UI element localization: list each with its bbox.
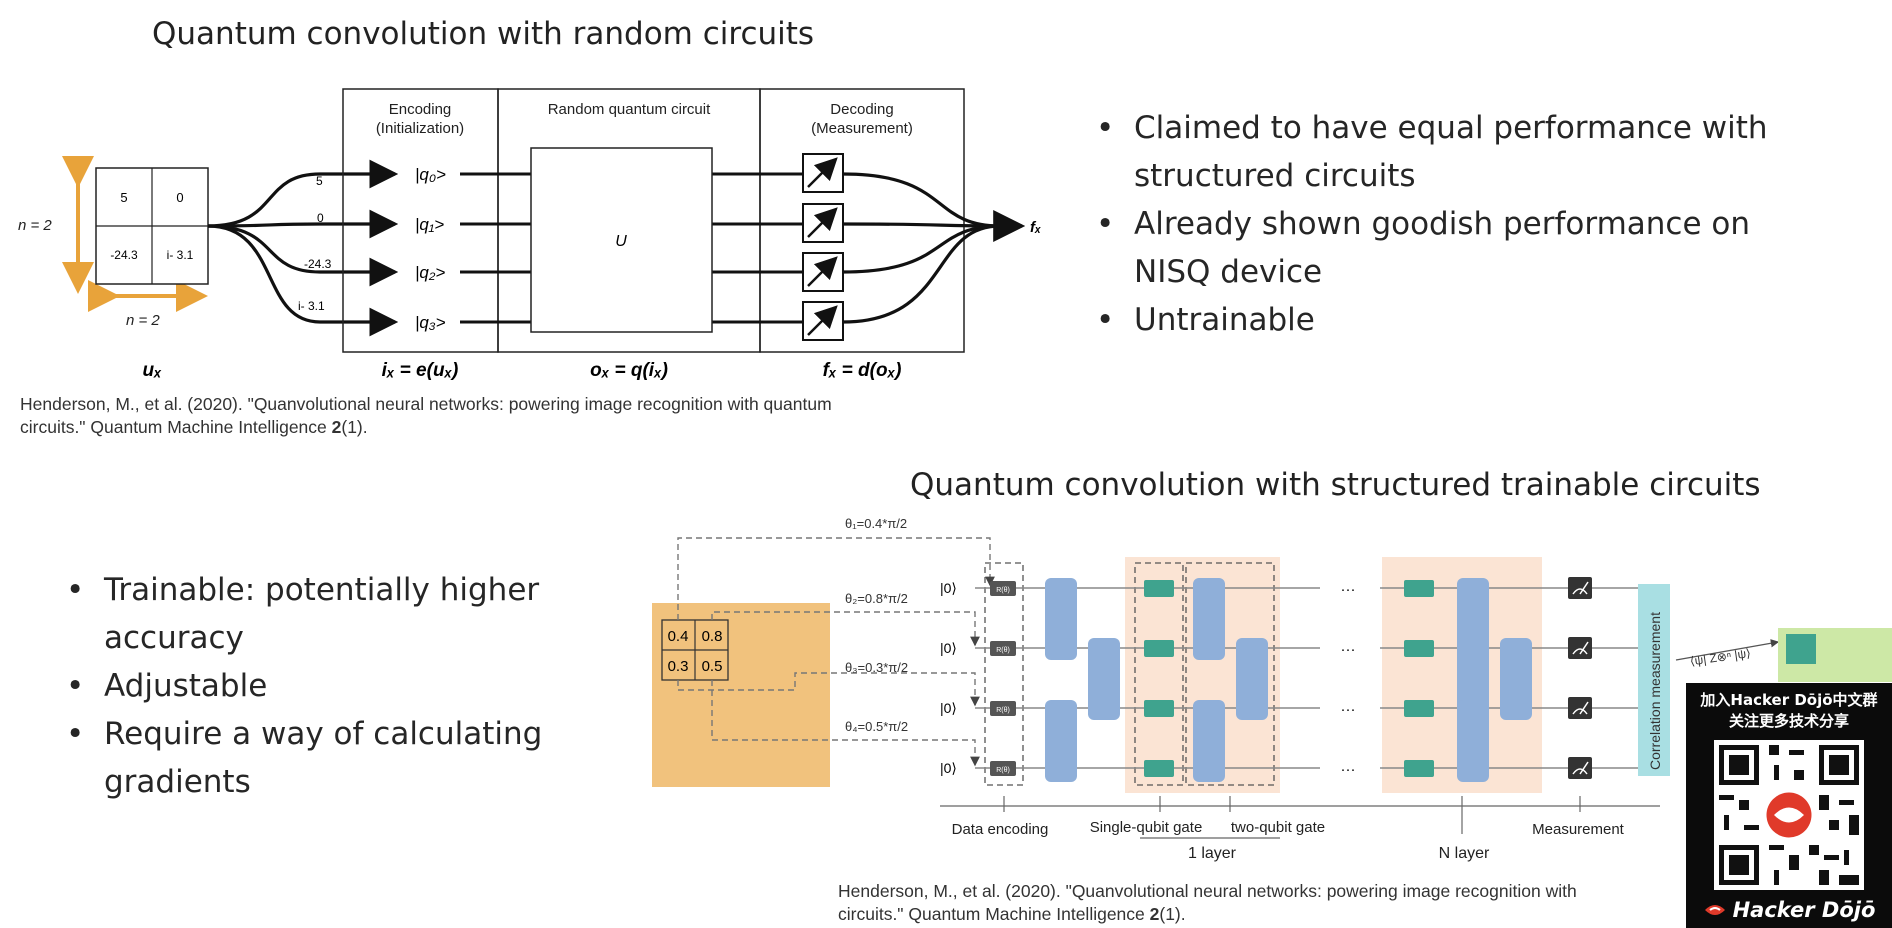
theta-label: θ₃=0.3*π/2 — [845, 660, 908, 675]
axis-label: Measurement — [1532, 821, 1625, 838]
patch-cell: i- 3.1 — [167, 248, 194, 262]
output-label: fₓ — [1030, 219, 1041, 236]
ellipsis: ··· — [1341, 701, 1356, 718]
wire-value: i- 3.1 — [298, 299, 325, 313]
qubit-label: |q₂> — [415, 263, 445, 282]
measurement-gates — [1568, 577, 1592, 779]
patch-value: 0.8 — [702, 628, 723, 645]
top-bullets: Claimed to have equal performance with s… — [1090, 104, 1810, 344]
unitary-label: U — [615, 233, 627, 250]
reference-line-1: Henderson, M., et al. (2020). "Quanvolut… — [838, 881, 1577, 901]
theta-label: θ₄=0.5*π/2 — [845, 719, 908, 734]
bullet-item: Trainable: potentially higher accuracy — [60, 566, 620, 662]
decoding-subheading: (Measurement) — [811, 120, 913, 137]
formula-u: uₓ — [142, 360, 162, 381]
bottom-title: Quantum convolution with structured trai… — [910, 467, 1761, 503]
single-qubit-gates — [1144, 580, 1434, 777]
ket-label: |0⟩ — [940, 700, 957, 716]
qubit-label: |q₁> — [415, 215, 444, 234]
svg-text:R(θ): R(θ) — [996, 767, 1010, 774]
reference-line-1: Henderson, M., et al. (2020). "Quanvolut… — [20, 394, 832, 414]
encoding-heading: Encoding — [389, 101, 452, 118]
wechat-qr-overlay[interactable]: 加入Hacker Dōjō中文群 关注更多技术分享 Hacker Dōjō — [1686, 683, 1892, 928]
axis-label: Data encoding — [952, 821, 1049, 838]
circuit-heading: Random quantum circuit — [548, 101, 711, 118]
output-feature — [1786, 634, 1816, 664]
svg-text:R(θ): R(θ) — [996, 647, 1010, 654]
patch-value: 0.3 — [668, 658, 689, 675]
theta-label: θ₁=0.4*π/2 — [845, 516, 907, 531]
axis-label: Single-qubit gate — [1090, 819, 1203, 836]
data-encoding-group — [984, 562, 1024, 786]
encoding-gates — [990, 581, 1016, 776]
patch-value: 0.5 — [702, 658, 723, 675]
overlay-line-1: 加入Hacker Dōjō中文群 — [1700, 691, 1878, 709]
formula-i: iₓ = e(uₓ) — [382, 360, 459, 381]
bullet-item: Already shown goodish performance on NIS… — [1090, 200, 1810, 296]
qubit-label: |q₃> — [415, 313, 446, 332]
patch-cell: 5 — [120, 190, 127, 205]
bottom-bullets: Trainable: potentially higher accuracy A… — [60, 566, 620, 806]
ket-label: |0⟩ — [940, 640, 957, 656]
unitary-box — [530, 147, 713, 333]
bullet-item: Claimed to have equal performance with s… — [1090, 104, 1810, 200]
bullet-item: Require a way of calculating gradients — [60, 710, 620, 806]
qubit-label: |q₀> — [415, 165, 446, 184]
ellipsis: ··· — [1341, 641, 1356, 658]
formula-f: fₓ = d(oₓ) — [823, 360, 902, 381]
measurement-meters — [802, 153, 844, 341]
theta-label: θ₂=0.8*π/2 — [845, 591, 908, 606]
decoding-heading: Decoding — [830, 101, 893, 118]
svg-text:R(θ): R(θ) — [996, 587, 1010, 594]
two-qubit-gate-group — [1185, 562, 1275, 786]
wire-value: 5 — [316, 174, 323, 188]
formula-o: oₓ = q(iₓ) — [590, 360, 668, 381]
top-reference: Henderson, M., et al. (2020). "Quanvolut… — [20, 393, 1020, 439]
single-qubit-gate-group — [1134, 562, 1184, 786]
correlation-label: Correlation measurement — [1647, 612, 1663, 770]
ellipsis: ··· — [1341, 581, 1356, 598]
hacker-dojo-logo-icon — [1704, 905, 1725, 915]
one-layer-label: 1 layer — [1188, 845, 1237, 862]
reference-line-2: circuits." Quantum Machine Intelligence … — [838, 904, 1186, 924]
patch-cell: 0 — [176, 190, 183, 205]
encoding-subheading: (Initialization) — [376, 120, 464, 137]
correlation-measurement-bar — [1638, 584, 1670, 776]
wire-value: -24.3 — [304, 257, 332, 271]
n-left-label: n = 2 — [18, 217, 52, 234]
overlay-line-2: 关注更多技术分享 — [1728, 712, 1849, 730]
bullet-item: Adjustable — [60, 662, 620, 710]
patch-value: 0.4 — [668, 628, 689, 645]
ellipsis: ··· — [1341, 761, 1356, 778]
two-qubit-gates — [1045, 578, 1532, 782]
qr-code-icon — [1714, 740, 1864, 890]
bullet-item: Untrainable — [1090, 296, 1810, 344]
ket-label: |0⟩ — [940, 760, 957, 776]
structured-circuit-figure: 0.4 0.8 0.3 0.5 θ₁=0.4*π/2 θ₂=0.8*π/2 θ₃… — [652, 516, 1892, 862]
n-layer-label: N layer — [1439, 845, 1490, 862]
reference-line-2: circuits." Quantum Machine Intelligence … — [20, 417, 368, 437]
wire-value: 0 — [317, 211, 324, 225]
overlay-brand-row: Hacker Dōjō — [1686, 898, 1892, 922]
expectation-label: ⟨ψ| Z⊗ⁿ |ψ⟩ — [1689, 646, 1751, 668]
top-title: Quantum convolution with random circuits — [152, 16, 815, 52]
axis-label: two-qubit gate — [1231, 819, 1325, 836]
ket-label: |0⟩ — [940, 580, 957, 596]
n-bottom-label: n = 2 — [126, 312, 160, 329]
bottom-reference: Henderson, M., et al. (2020). "Quanvolut… — [838, 880, 1678, 926]
overlay-brand: Hacker Dōjō — [1732, 898, 1876, 922]
patch-cell: -24.3 — [110, 248, 138, 262]
svg-text:R(θ): R(θ) — [996, 707, 1010, 714]
random-circuit-figure: n = 2 n = 2 5 0 -24.3 i- 3.1 5 0 -24.3 i… — [18, 88, 1041, 381]
encoding-patch-background — [652, 603, 830, 787]
